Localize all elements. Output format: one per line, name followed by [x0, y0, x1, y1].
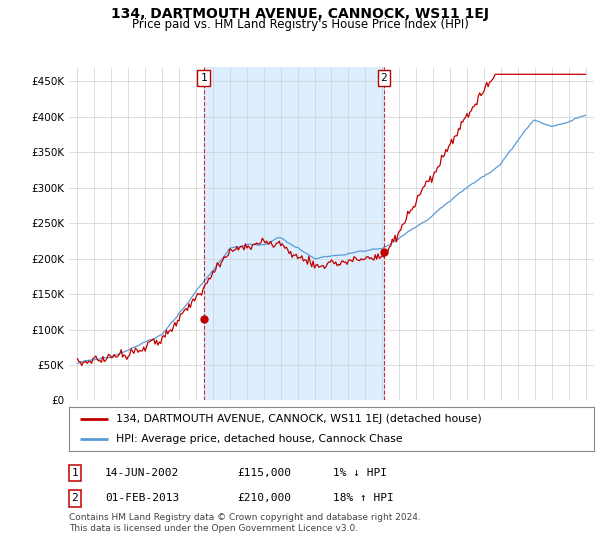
Text: HPI: Average price, detached house, Cannock Chase: HPI: Average price, detached house, Cann…: [116, 434, 403, 444]
Text: £210,000: £210,000: [237, 493, 291, 503]
Text: 134, DARTMOUTH AVENUE, CANNOCK, WS11 1EJ (detached house): 134, DARTMOUTH AVENUE, CANNOCK, WS11 1EJ…: [116, 414, 482, 424]
Text: Contains HM Land Registry data © Crown copyright and database right 2024.: Contains HM Land Registry data © Crown c…: [69, 513, 421, 522]
Text: 01-FEB-2013: 01-FEB-2013: [105, 493, 179, 503]
Bar: [203, 67, 383, 400]
Text: 18% ↑ HPI: 18% ↑ HPI: [333, 493, 394, 503]
Text: 1: 1: [200, 73, 207, 83]
Text: 14-JUN-2002: 14-JUN-2002: [105, 468, 179, 478]
Text: Price paid vs. HM Land Registry's House Price Index (HPI): Price paid vs. HM Land Registry's House …: [131, 18, 469, 31]
Text: 2: 2: [380, 73, 387, 83]
Text: 1: 1: [71, 468, 79, 478]
Text: £115,000: £115,000: [237, 468, 291, 478]
Text: 134, DARTMOUTH AVENUE, CANNOCK, WS11 1EJ: 134, DARTMOUTH AVENUE, CANNOCK, WS11 1EJ: [111, 7, 489, 21]
Text: 2: 2: [71, 493, 79, 503]
Text: This data is licensed under the Open Government Licence v3.0.: This data is licensed under the Open Gov…: [69, 524, 358, 533]
Text: 1% ↓ HPI: 1% ↓ HPI: [333, 468, 387, 478]
